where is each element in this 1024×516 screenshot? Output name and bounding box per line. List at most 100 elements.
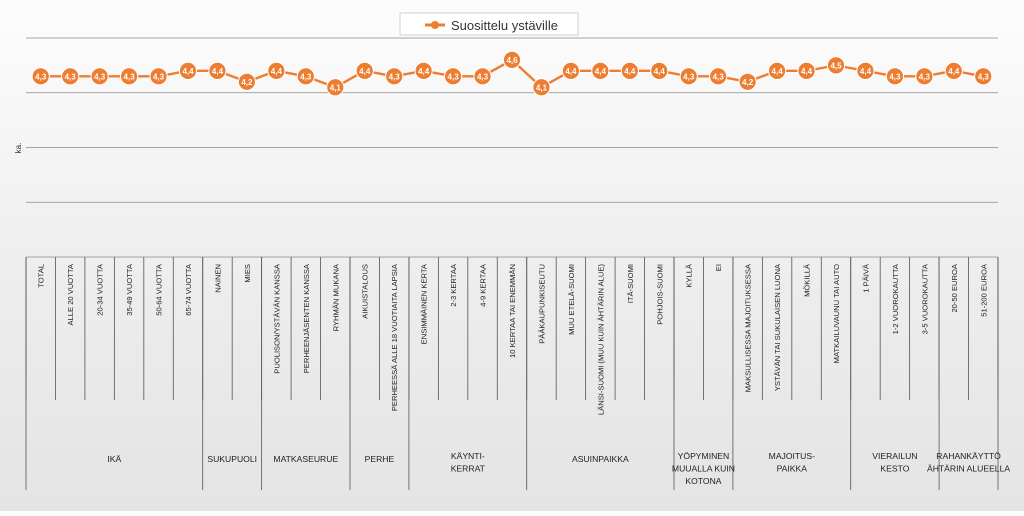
- data-label: 4,4: [624, 67, 636, 76]
- category-label: AIKUISTALOUS: [361, 264, 370, 319]
- data-point: [414, 61, 433, 80]
- data-point: [473, 67, 492, 86]
- category-label: PERHEESSÄ ALLE 18 VUOTIAITA LAPSIA: [390, 263, 399, 411]
- data-point: [709, 67, 728, 86]
- category-label: ALLE 20 VUOTTA: [66, 263, 75, 325]
- data-point: [149, 67, 168, 86]
- category-label: YSTÄVÄN TAI SUKULAISEN LUONA: [773, 263, 782, 391]
- category-label: 4-9 KERTAA: [479, 263, 488, 307]
- group-label: VIERAILUN: [872, 451, 917, 461]
- data-point: [119, 67, 139, 86]
- data-point: [738, 72, 757, 91]
- category-label: EI: [714, 264, 723, 271]
- data-label: 4,2: [241, 78, 253, 87]
- category-label: 2-3 KERTAA: [449, 263, 458, 307]
- data-point: [355, 61, 374, 80]
- data-label: 4,3: [94, 72, 106, 81]
- data-point: [237, 72, 257, 91]
- category-label: NAINEN: [213, 264, 222, 293]
- category-label: 35-49 VUOTTA: [125, 263, 134, 316]
- data-point: [797, 61, 816, 80]
- data-point: [31, 67, 50, 86]
- category-label: ENSIMMÄINEN KERTA: [420, 263, 429, 344]
- data-point: [826, 56, 846, 75]
- data-label: 4,1: [536, 83, 548, 92]
- group-label: PAIKKA: [777, 464, 808, 474]
- category-label: ITÄ-SUOMI: [626, 264, 635, 303]
- data-point: [915, 67, 934, 86]
- data-label: 4,6: [506, 56, 518, 65]
- data-label: 4,3: [919, 72, 931, 81]
- data-label: 4,3: [889, 72, 901, 81]
- data-point: [974, 67, 993, 86]
- data-point: [885, 67, 905, 86]
- category-label: MATKAILUVAUNU TAI AUTO: [832, 264, 841, 363]
- y-axis-label: ka.: [14, 143, 23, 154]
- group-label: IKÄ: [107, 454, 121, 464]
- data-label: 4,4: [772, 67, 784, 76]
- data-point: [61, 67, 80, 86]
- data-label: 4,4: [212, 67, 224, 76]
- legend-label: Suosittelu ystäville: [451, 18, 558, 33]
- data-label: 4,3: [65, 72, 77, 81]
- category-label: PERHEENJÄSENTEN KANSSA: [302, 263, 311, 373]
- category-label: RYHMÄN MUKANA: [331, 263, 340, 331]
- group-label: KÄYNTI-: [451, 451, 485, 461]
- series-line-layer: 4,3 4,3 4,3 4,3 4,3 4,4 4,4 4,2 4,4 4,3 4,1 4,4 4,3 4…: [31, 50, 993, 97]
- data-point: [296, 67, 315, 86]
- data-label: 4,3: [978, 72, 990, 81]
- data-label: 4,1: [330, 83, 342, 92]
- category-label: PUOLISON/YSTÄVÄN KANSSA: [272, 263, 281, 374]
- group-label: YÖPYMINEN: [678, 451, 730, 461]
- data-label: 4,4: [418, 67, 430, 76]
- group-label: KOTONA: [685, 476, 721, 486]
- legend-box: [399, 12, 579, 36]
- data-point: [502, 50, 522, 70]
- group-label: KESTO: [880, 464, 909, 474]
- data-label: 4,3: [389, 72, 401, 81]
- legend-point-marker: [431, 21, 439, 29]
- category-axis: TOTAL ALLE 20 VUOTTA 20-34 VUOTTA 35-49 VUO…: [25, 257, 1010, 490]
- data-label: 4,4: [801, 67, 813, 76]
- data-point: [620, 61, 639, 80]
- data-label: 4,4: [271, 67, 283, 76]
- data-label: 4,3: [153, 72, 165, 81]
- data-point: [856, 61, 875, 80]
- data-point: [650, 61, 669, 80]
- data-label: 4,3: [683, 72, 695, 81]
- category-label: 3-5 VUOROKAUTTA: [920, 263, 929, 334]
- data-point: [208, 61, 227, 80]
- category-label: MAKSULLISESSA MAJOITUKSESSA: [744, 263, 753, 392]
- data-point: [178, 61, 198, 80]
- category-label: MIES: [243, 264, 252, 283]
- gridlines: [26, 37, 998, 258]
- category-label: PÄÄKAUPUNKISEUTU: [537, 264, 546, 344]
- category-label: 51-200 EUROA: [979, 263, 988, 317]
- data-label: 4,3: [477, 72, 489, 81]
- data-label: 4,3: [300, 72, 312, 81]
- category-label: 1 PÄIVÄ: [861, 263, 870, 293]
- data-label: 4,3: [448, 72, 460, 81]
- data-point: [767, 61, 787, 80]
- data-point: [326, 78, 345, 97]
- category-label: MUU ETELÄ-SUOMI: [567, 264, 576, 335]
- group-label: SUKUPUOLI: [207, 454, 257, 464]
- data-label: 4,3: [124, 72, 136, 81]
- category-label: 1-2 VUOROKAUTTA: [891, 263, 900, 334]
- category-label: TOTAL: [37, 264, 46, 288]
- data-label: 4,4: [860, 67, 872, 76]
- category-label: MÖKILLÄ: [803, 263, 812, 297]
- category-label: KYLLÄ: [685, 263, 694, 288]
- category-label: 10 KERTAA TAI ENEMMÄN: [508, 264, 517, 358]
- data-label: 4,3: [35, 72, 47, 81]
- category-label: LÄNSI-SUOMI (MUU KUIN ÄHTÄRIN ALUE): [596, 264, 605, 416]
- group-label: MAJOITUS-: [769, 451, 815, 461]
- category-label: POHJOIS-SUOMI: [655, 264, 664, 325]
- data-label: 4,4: [565, 67, 577, 76]
- group-label: MUUALLA KUIN: [672, 464, 735, 474]
- group-label: MATKASEURUE: [273, 454, 338, 464]
- category-label: 65-74 VUOTTA: [184, 263, 193, 316]
- group-label: KERRAT: [451, 464, 486, 474]
